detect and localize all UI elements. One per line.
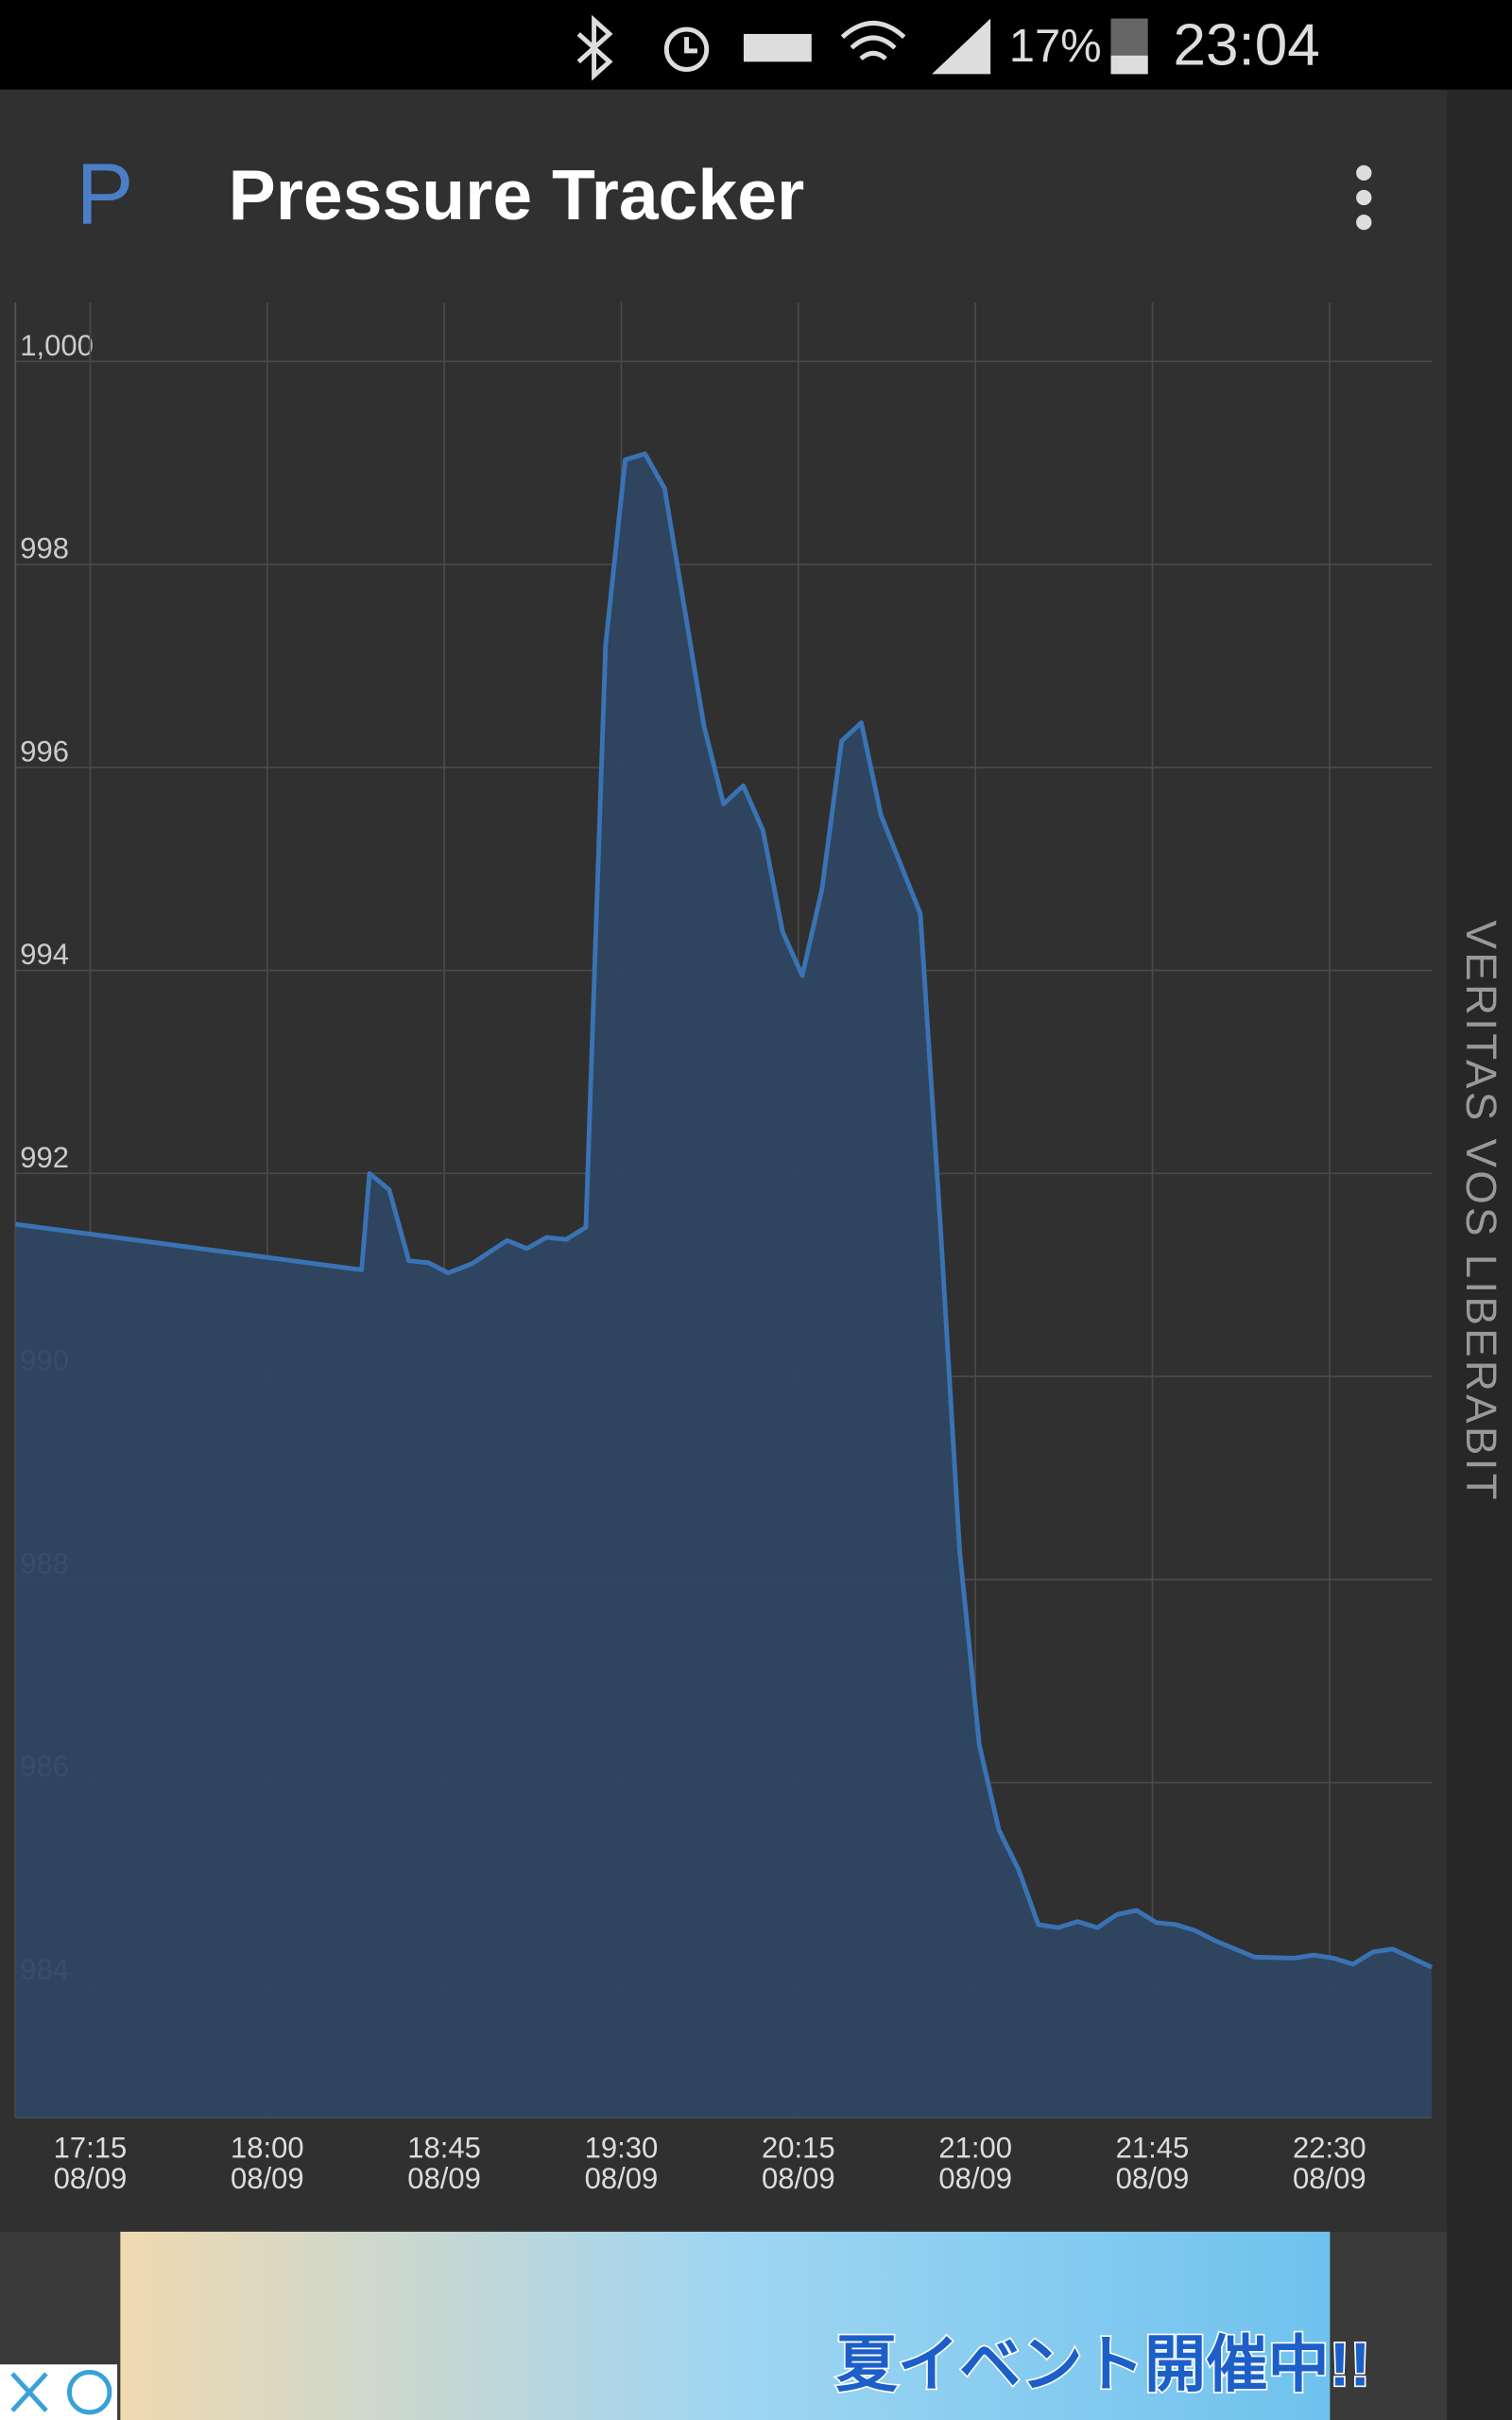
y-tick-label: 996 (20, 735, 69, 768)
x-tick-date: 08/09 (231, 2162, 304, 2195)
area (15, 454, 1433, 2118)
x-tick-date: 08/09 (938, 2162, 1012, 2195)
battery-level: 17% (1009, 21, 1102, 72)
x-tick-date: 08/09 (762, 2162, 835, 2195)
x-tick-date: 08/09 (1116, 2162, 1190, 2195)
x-tick-label: 17:15 (54, 2131, 128, 2164)
ad-info[interactable] (67, 2369, 112, 2415)
overflow-menu[interactable] (1356, 164, 1372, 231)
x-tick-date: 08/09 (585, 2162, 659, 2195)
ad-text: 夏イベント開催中!! (835, 2329, 1370, 2398)
clock: 23:04 (1174, 13, 1320, 78)
y-tick-label: 994 (20, 938, 69, 971)
x-tick-label: 19:30 (585, 2131, 659, 2164)
x-tick-label: 21:45 (1116, 2131, 1190, 2164)
y-tick-label: 992 (20, 1141, 69, 1174)
x-tick-label: 22:30 (1293, 2131, 1366, 2164)
chart: 9849869889909929949969981,00017:1508/091… (14, 302, 1434, 2195)
app-logo: P (77, 146, 134, 242)
ad-banner[interactable] (120, 2231, 1331, 2420)
x-tick-date: 08/09 (1293, 2162, 1366, 2195)
x-tick-label: 18:00 (231, 2131, 304, 2164)
x-tick-label: 18:45 (407, 2131, 481, 2164)
status-icons (576, 14, 1148, 81)
y-tick-label: 1,000 (20, 329, 94, 362)
y-tick-label: 998 (20, 532, 69, 565)
side-strip (1447, 89, 1512, 2420)
watermark: VERITAS VOS LIBERABIT (1457, 920, 1505, 1502)
x-tick-date: 08/09 (407, 2162, 481, 2195)
ad-close[interactable] (10, 2372, 48, 2412)
app-title: Pressure Tracker (229, 155, 805, 234)
x-tick-label: 21:00 (938, 2131, 1012, 2164)
line (15, 451, 1434, 1970)
x-tick-date: 08/09 (54, 2162, 128, 2195)
x-tick-label: 20:15 (762, 2131, 835, 2164)
